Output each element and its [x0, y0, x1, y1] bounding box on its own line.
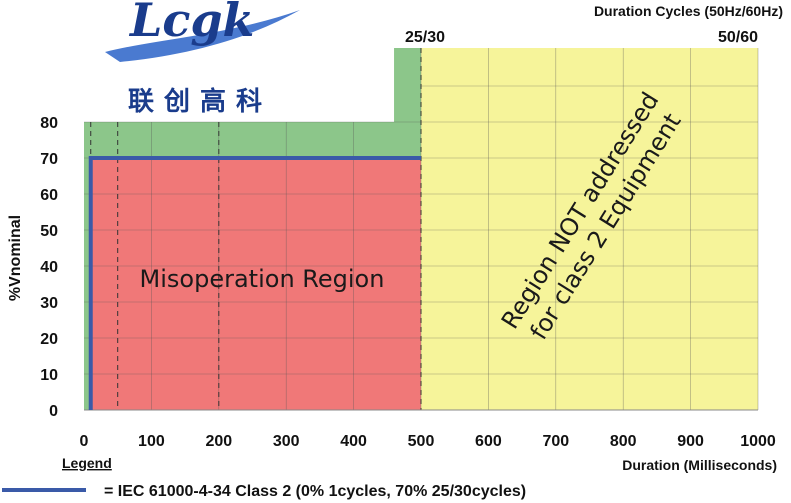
y-tick-label: 70 [40, 151, 58, 168]
region-green-notch [394, 48, 421, 122]
y-tick-label: 10 [40, 367, 58, 384]
y-tick-label: 50 [40, 223, 58, 240]
logo-chinese-text: 联创高科 [128, 86, 272, 117]
y-tick-label: 80 [40, 115, 58, 132]
series-line-iec-class2 [88, 156, 421, 410]
logo: Lcgk 联创高科 [105, 0, 300, 117]
x-tick-label: 800 [610, 433, 637, 450]
x-tick-label: 400 [340, 433, 367, 450]
x-axis-title: Duration (Milliseconds) [622, 457, 777, 473]
plot-area [84, 48, 759, 411]
legend-title: Legend [62, 455, 112, 471]
x-tick-label: 700 [542, 433, 569, 450]
legend: Legend = IEC 61000-4-34 Class 2 (0% 1cyc… [2, 455, 526, 500]
y-axis-title: %Vnominal [7, 215, 24, 301]
region-misoperation [90, 158, 422, 410]
x-tick-label: 600 [475, 433, 502, 450]
misoperation-region-label: Misoperation Region [140, 265, 385, 293]
y-tick-label: 30 [40, 295, 58, 312]
x-tick-label: 900 [677, 433, 704, 450]
x-tick-label: 100 [138, 433, 165, 450]
y-tick-label: 40 [40, 259, 58, 276]
top-tick-label: 25/30 [405, 29, 445, 46]
top-tick-label: 50/60 [718, 29, 758, 46]
logo-text: Lcgk [128, 0, 254, 47]
x-tick-label: 1000 [740, 433, 776, 450]
legend-entry: = IEC 61000-4-34 Class 2 (0% 1cycles, 70… [104, 483, 526, 500]
y-tick-label: 0 [49, 403, 58, 420]
top-axis-title: Duration Cycles (50Hz/60Hz) [594, 3, 783, 19]
y-tick-label: 60 [40, 187, 58, 204]
y-tick-label: 20 [40, 331, 58, 348]
region-not-addressed [421, 48, 758, 410]
logo-swoosh [105, 10, 300, 62]
x-tick-label: 300 [273, 433, 300, 450]
x-tick-label: 200 [205, 433, 232, 450]
x-tick-label: 0 [80, 433, 89, 450]
x-tick-label: 500 [408, 433, 435, 450]
